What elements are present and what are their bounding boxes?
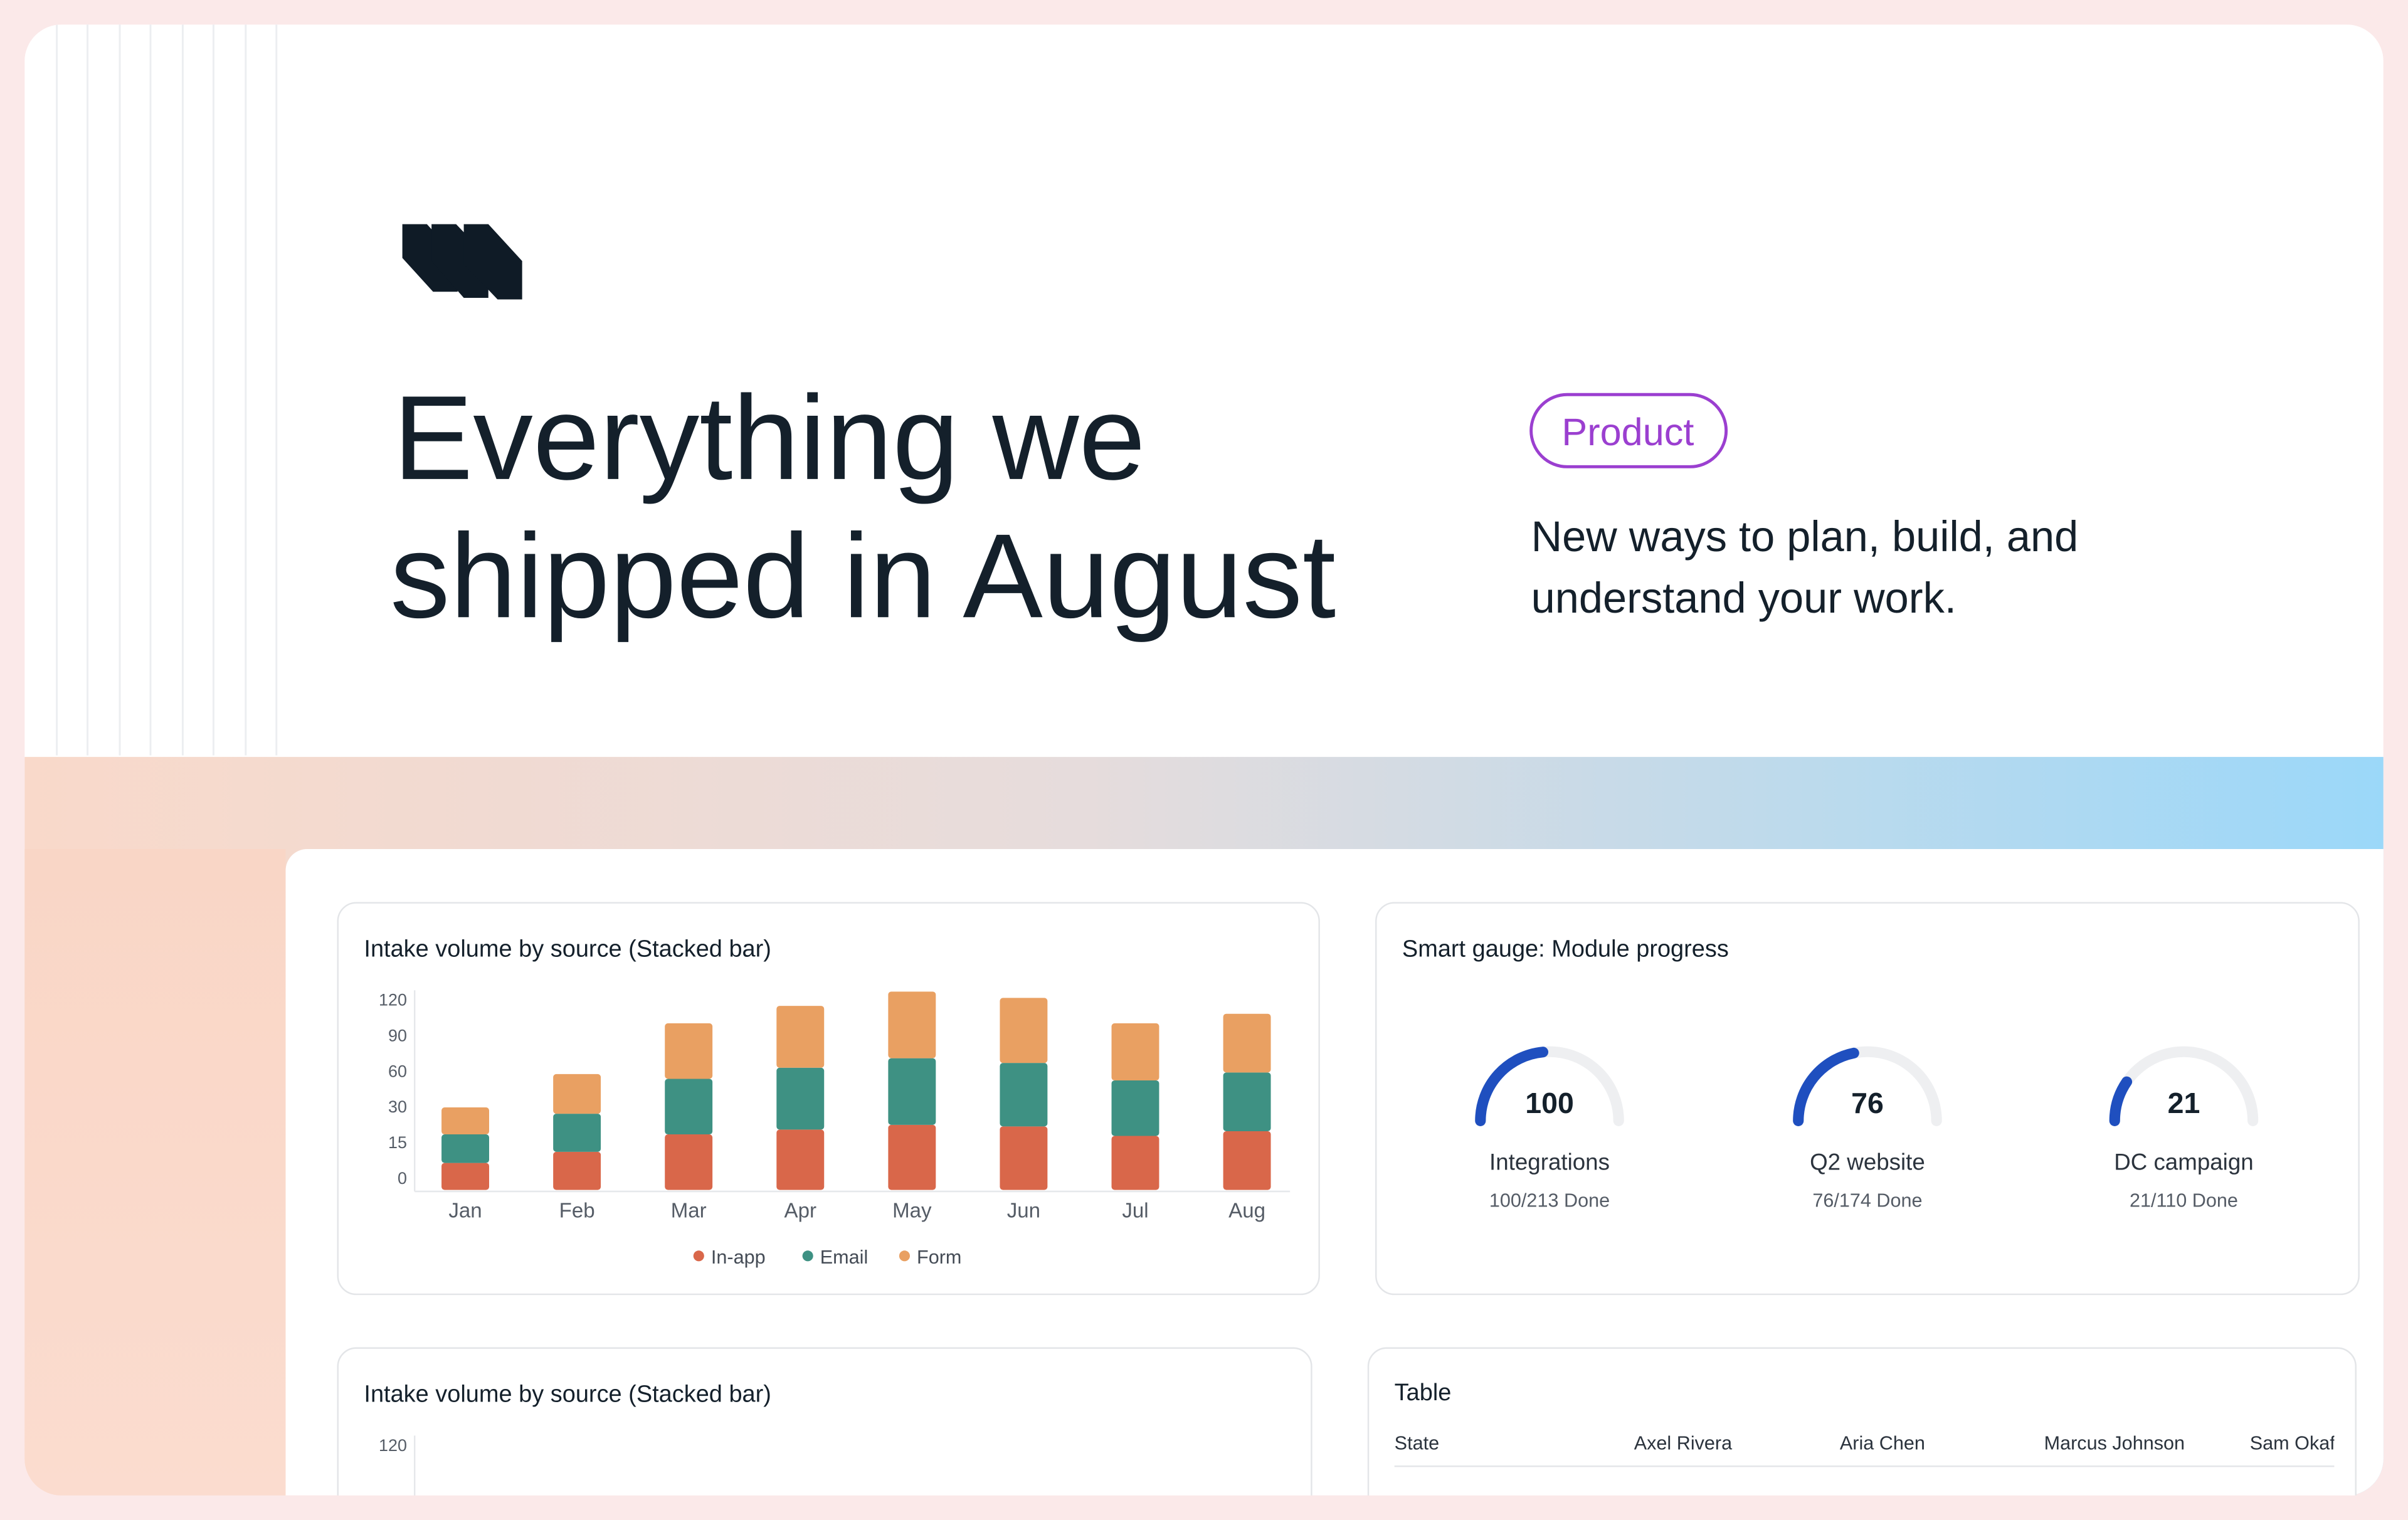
bar-segment [1000,1126,1048,1190]
bar-segment [441,1134,489,1163]
gauge-detail: 21/110 Done [2130,1190,2238,1211]
gauge-value: 76 [1851,1087,1884,1119]
bar-segment [1000,1063,1048,1127]
y-tick-label: 15 [388,1133,407,1152]
card [1375,902,2360,1296]
bar-segment [441,1107,489,1135]
bar-segment [1111,1080,1159,1136]
bar-segment [553,1074,601,1114]
gauge-detail: 76/174 Done [1812,1190,1922,1211]
subtitle: New ways to plan, build, and [1531,512,2079,561]
subtitle: understand your work. [1531,574,1956,622]
bar-segment [1111,1023,1159,1080]
x-tick-label: Jul [1122,1200,1148,1223]
x-tick-label: Apr [784,1200,816,1223]
bar-segment [553,1151,601,1190]
y-tick-label: 120 [379,1436,407,1455]
card-title: Table [1395,1380,1452,1406]
window [24,24,2384,1496]
bar-segment [1223,1131,1271,1190]
x-tick-label: Jun [1007,1200,1040,1223]
bar-segment [776,1006,825,1068]
gauge-value: 21 [2168,1087,2200,1119]
gauge-arc [1793,1047,1859,1126]
bar-segment [665,1079,713,1135]
x-tick-label: Jan [448,1200,482,1223]
y-tick-label: 60 [388,1062,407,1080]
card [337,902,1320,1296]
bar-segment [888,1058,936,1125]
side-gradient [24,849,286,1496]
tag-pill [1529,393,1728,468]
bar-segment [441,1163,489,1190]
table-header: State Axel Rivera Aria Chen Marcus Johnson S… [1395,1432,2352,1454]
logo [402,224,522,300]
legend-dot [899,1250,911,1262]
column-header: State [1395,1432,1439,1454]
legend-label: Form [917,1247,961,1268]
gauge-arc [2109,1076,2133,1126]
bar-segment [1000,998,1048,1063]
card-title: Intake volume by source (Stacked bar) [364,1381,771,1407]
gauge-detail: 100/213 Done [1489,1190,1610,1211]
decor-lines [56,24,278,756]
card-title: Intake volume by source (Stacked bar) [364,936,771,962]
bar-segment [888,991,936,1058]
tag: Product [1561,411,1694,453]
bar-segment [776,1129,825,1190]
x-tick-label: Feb [559,1200,595,1223]
y-tick-label: 30 [388,1097,407,1116]
headline: shipped in August [390,509,1336,643]
x-tick-label: Aug [1228,1200,1265,1223]
bar-segment [1223,1072,1271,1131]
column-header: Axel Rivera [1634,1432,1733,1454]
x-tick-label: Mar [671,1200,707,1223]
gauge-arc [1475,1047,1549,1126]
legend-dot [693,1250,704,1262]
gauge-label: Integrations [1489,1149,1610,1175]
column-header: Marcus Johnson [2044,1432,2185,1454]
headline: Everything we [393,371,1146,505]
bar-segment [888,1124,936,1190]
y-tick-label: 120 [379,991,407,1010]
bar-segment [776,1067,825,1130]
bar-segment [1223,1013,1271,1073]
gauge-label: Q2 website [1810,1149,1925,1175]
gauge-label: DC campaign [2114,1149,2253,1175]
card [1367,1347,2357,1520]
legend-dot [802,1250,813,1262]
legend-label: Email [820,1247,869,1268]
frame-bottom [0,1495,2408,1520]
y-tick-label: 0 [398,1169,407,1188]
card-title: Smart gauge: Module progress [1402,936,1729,962]
card [337,1347,1312,1520]
y-tick-label: 90 [388,1027,407,1045]
column-header: Aria Chen [1840,1432,1925,1454]
bar-segment [665,1134,713,1190]
gauge-value: 100 [1525,1087,1574,1119]
bar-segment [665,1023,713,1079]
legend-label: In-app [711,1247,766,1268]
bar-segment [553,1114,601,1152]
column-header: Sam Okafor [2250,1432,2352,1454]
bar-segment [1111,1136,1159,1190]
x-tick-label: May [892,1200,932,1223]
